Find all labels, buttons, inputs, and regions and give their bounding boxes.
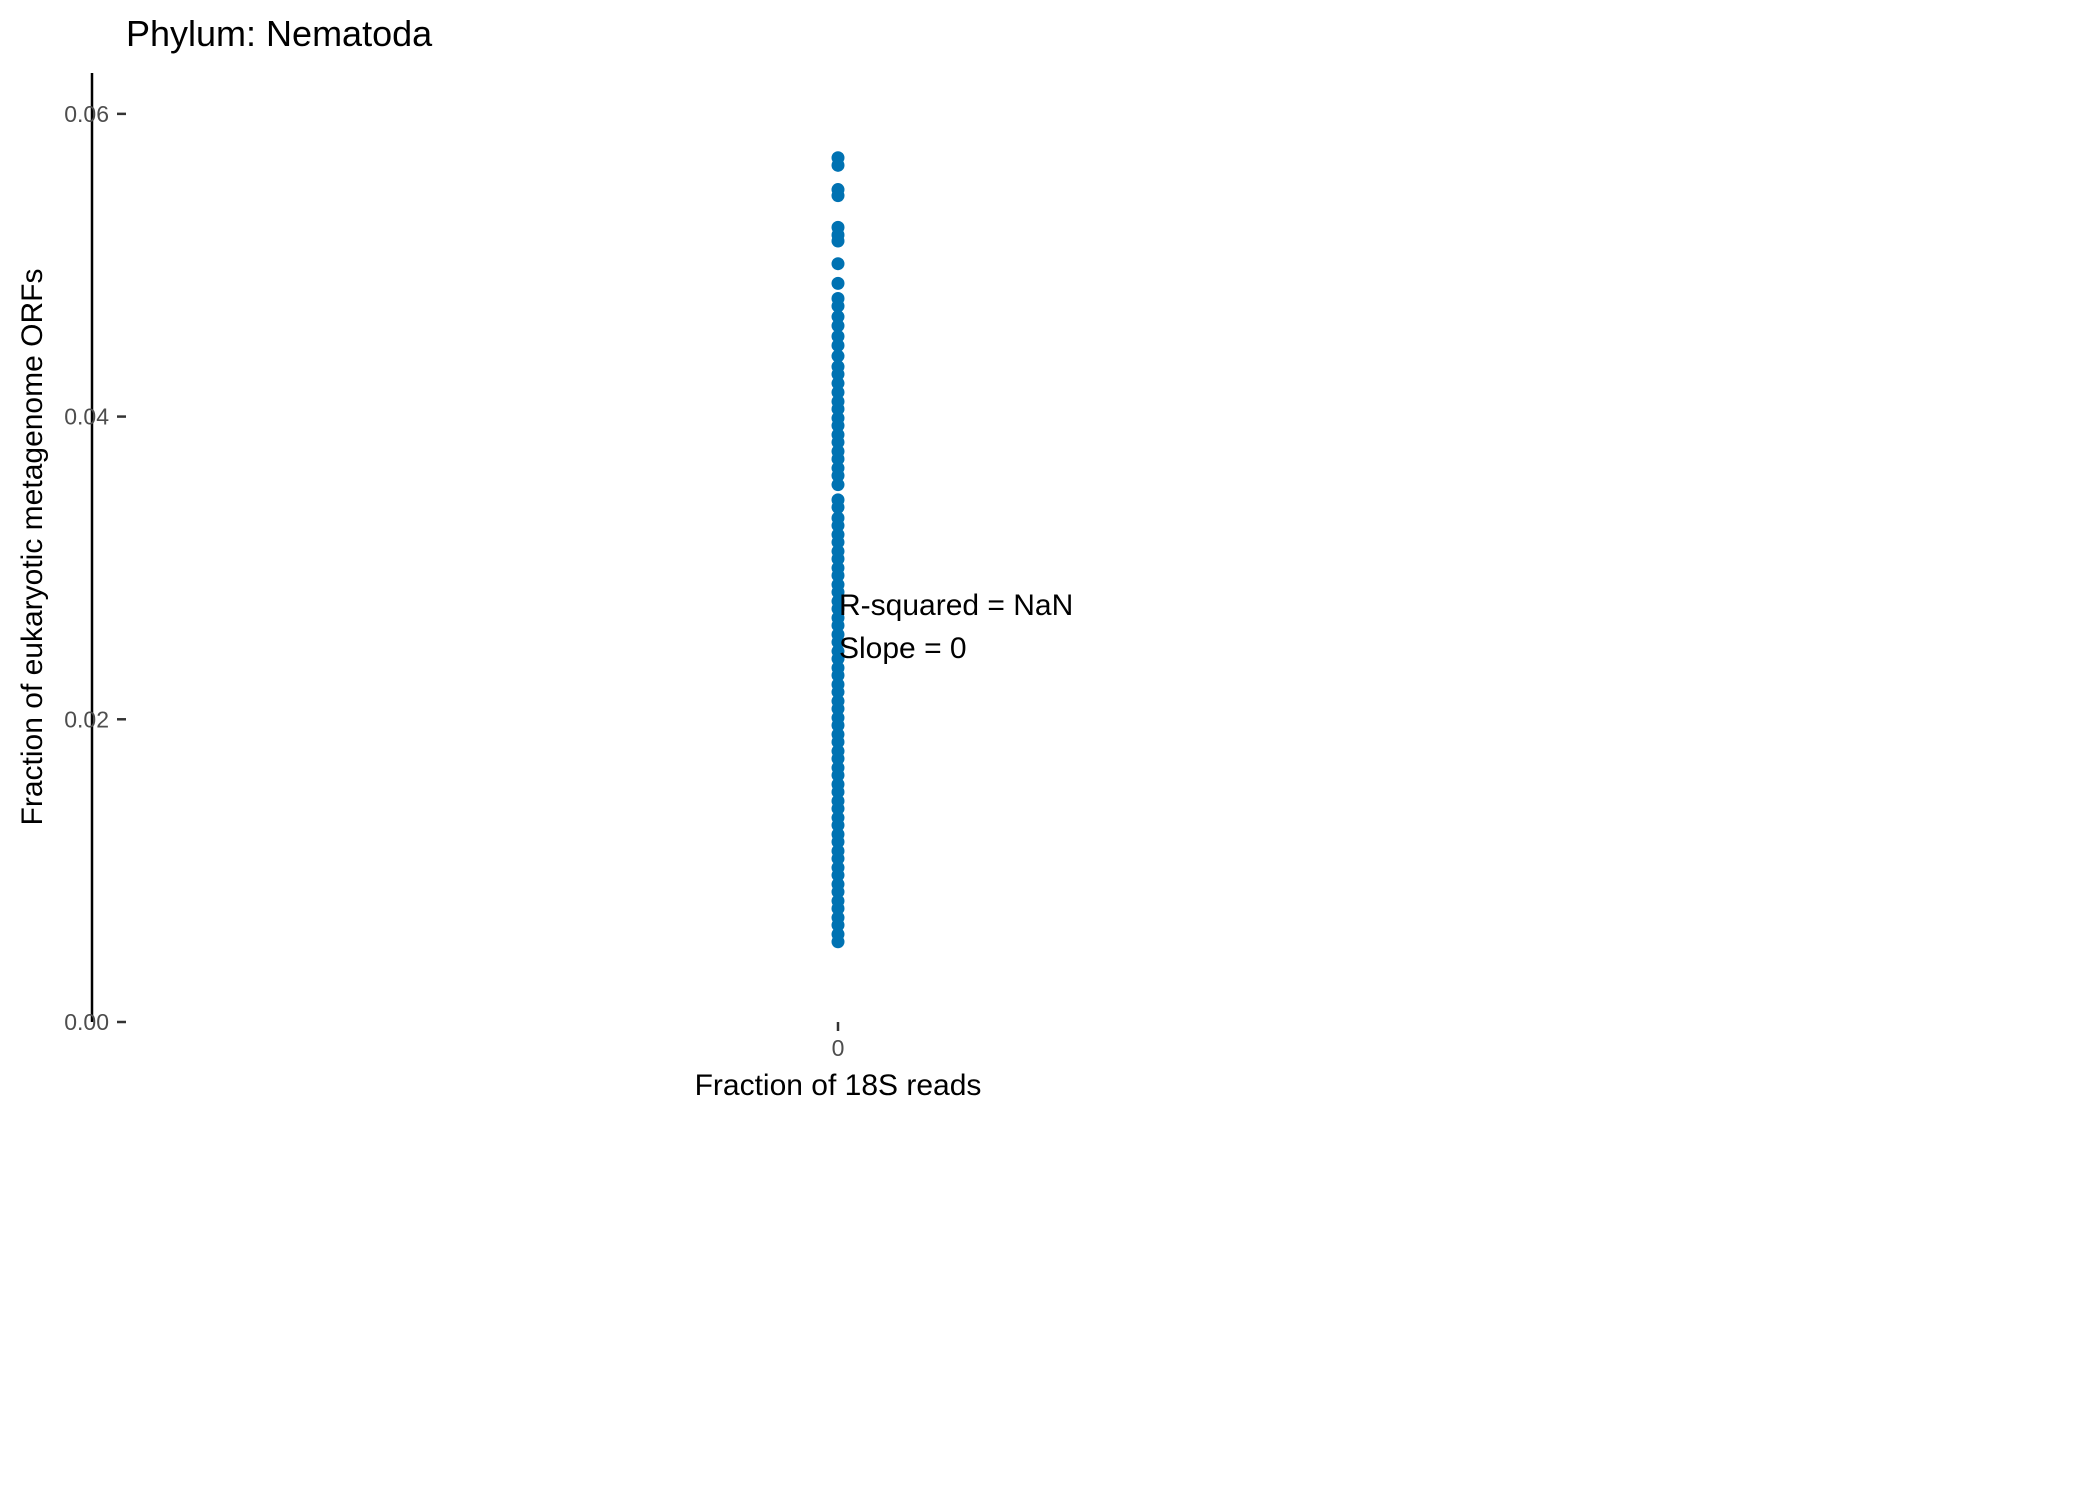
- data-point: [831, 329, 845, 343]
- data-point: [831, 685, 845, 699]
- slope-annotation: Slope = 0: [839, 632, 967, 665]
- data-point: [831, 752, 845, 766]
- scatter-chart: Phylum: Nematoda 0.00 0.02 0.04 0.06 0 R-sq…: [16, 13, 1073, 1102]
- data-point: [831, 702, 845, 716]
- data-point: [831, 818, 845, 832]
- data-point: [831, 276, 845, 290]
- y-tick-label: 0.00: [64, 1009, 109, 1035]
- data-point: [831, 735, 845, 749]
- data-point: [831, 868, 845, 882]
- data-point: [831, 435, 845, 449]
- data-point: [831, 602, 845, 616]
- data-point: [831, 652, 845, 666]
- data-point: [831, 901, 845, 915]
- data-point: [831, 349, 845, 363]
- data-point: [831, 785, 845, 799]
- data-point: [831, 402, 845, 416]
- data-point: [831, 552, 845, 566]
- data-point: [831, 376, 845, 390]
- data-point: [831, 885, 845, 899]
- y-tick-label: 0.04: [64, 404, 109, 430]
- data-point: [831, 835, 845, 849]
- x-axis-title: Fraction of 18S reads: [695, 1069, 982, 1102]
- data-points: [831, 151, 845, 949]
- data-point: [831, 452, 845, 466]
- data-point: [831, 338, 845, 352]
- data-point: [831, 367, 845, 381]
- y-axis-ticks: 0.00 0.02 0.04 0.06: [64, 101, 126, 1035]
- data-point: [831, 257, 845, 271]
- data-point: [831, 500, 845, 514]
- data-point: [831, 668, 845, 682]
- data-point: [831, 718, 845, 732]
- data-point: [831, 469, 845, 483]
- data-point: [831, 385, 845, 399]
- data-point: [831, 802, 845, 816]
- data-point: [831, 419, 845, 433]
- y-axis-title: Fraction of eukaryotic metagenome ORFs: [16, 269, 49, 826]
- data-point: [831, 935, 845, 949]
- y-tick-label: 0.06: [64, 101, 109, 127]
- data-point: [831, 635, 845, 649]
- data-point: [831, 189, 845, 203]
- data-point: [831, 519, 845, 533]
- data-point: [831, 535, 845, 549]
- data-point: [831, 299, 845, 313]
- data-point: [831, 768, 845, 782]
- data-point: [831, 918, 845, 932]
- data-point: [831, 478, 845, 492]
- r-squared-annotation: R-squared = NaN: [839, 589, 1073, 622]
- data-point: [831, 585, 845, 599]
- data-point: [831, 158, 845, 172]
- y-tick-label: 0.02: [64, 706, 109, 732]
- chart-title: Phylum: Nematoda: [126, 13, 433, 54]
- data-point: [831, 852, 845, 866]
- data-point: [831, 319, 845, 333]
- data-point: [831, 618, 845, 632]
- x-axis-ticks: 0: [832, 1022, 845, 1061]
- data-point: [831, 310, 845, 324]
- x-tick-label: 0: [832, 1035, 845, 1061]
- data-point: [831, 234, 845, 248]
- data-point: [831, 569, 845, 583]
